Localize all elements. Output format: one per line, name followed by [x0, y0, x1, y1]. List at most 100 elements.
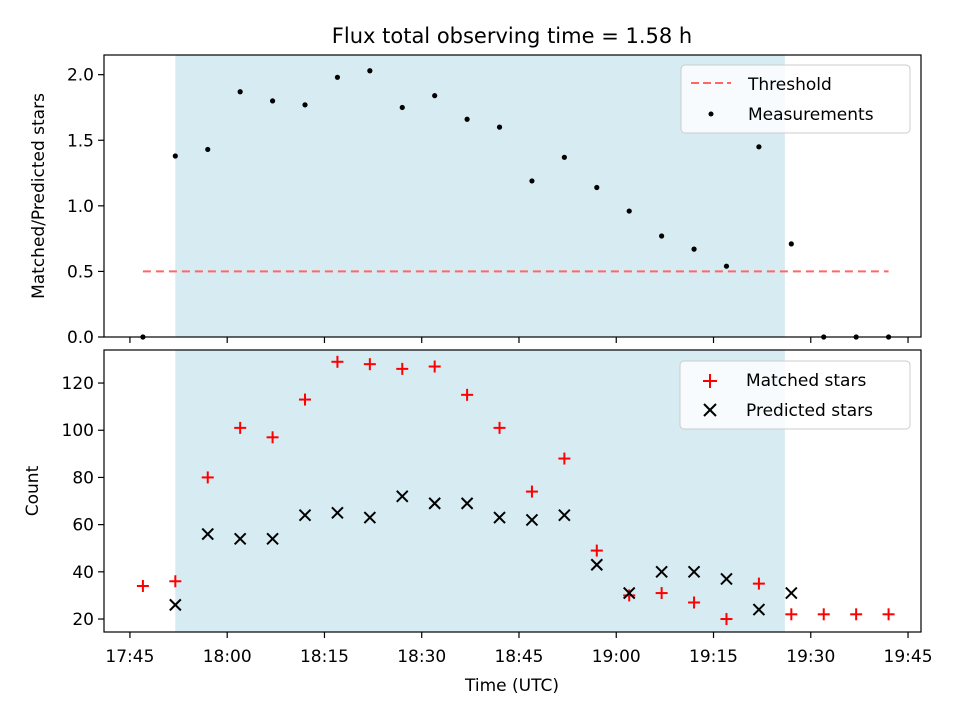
measurements-legend-swatch — [708, 111, 714, 117]
predicted-star-point — [428, 497, 441, 510]
matched-star-point — [850, 608, 863, 621]
predicted-star-point — [493, 511, 506, 524]
measurement-point — [399, 104, 405, 111]
bottom-y-tick-label: 40 — [72, 563, 94, 583]
bottom-x-tick-label: 19:00 — [592, 647, 641, 667]
matched-star-point — [299, 393, 312, 406]
matched-star-point — [234, 421, 247, 434]
measurement-point — [691, 246, 697, 252]
matched-star-point — [266, 431, 279, 444]
measurement-point — [302, 102, 308, 108]
top-legend: Threshold Measurements — [680, 64, 911, 134]
top-y-tick-label: 1.5 — [67, 131, 94, 151]
measurement-point — [367, 68, 373, 74]
predicted-star-point — [460, 497, 474, 510]
measurement-point — [432, 93, 438, 99]
measurement-point — [594, 184, 600, 191]
bottom-legend-box — [679, 360, 911, 430]
matched-star-point — [525, 485, 538, 498]
measurements-legend-label: Measurements — [748, 105, 874, 125]
bottom-x-ticks: 17:45 18:00 18:15 18:30 18:45 19:00 19:15 19:30… — [105, 632, 933, 667]
top-panel: 0.00.51.01.52.0 Matched/Predicted stars … — [29, 54, 922, 348]
predicted-star-point — [396, 490, 409, 503]
measurement-point — [659, 233, 665, 239]
measurement-point — [172, 153, 178, 159]
bottom-matched-points — [136, 355, 895, 626]
bottom-y-tick-label: 120 — [62, 374, 94, 394]
matched-star-point — [623, 589, 636, 602]
bottom-y-tick-label: 80 — [72, 468, 94, 488]
bottom-y-tick-label: 60 — [72, 516, 94, 536]
top-axes-frame — [103, 54, 922, 338]
matched-star-point — [720, 613, 733, 626]
matched-star-point — [752, 577, 765, 590]
measurement-point — [334, 74, 341, 80]
bottom-x-tick-label: 19:15 — [689, 647, 738, 667]
top-y-axis-label: Matched/Predicted stars — [29, 93, 49, 299]
matched-star-point — [461, 388, 474, 401]
bottom-axes-frame — [103, 349, 922, 633]
measurement-point — [561, 154, 567, 160]
bottom-x-tick-label: 18:30 — [397, 647, 446, 667]
predicted-legend-label: Predicted stars — [746, 401, 873, 421]
measurement-point — [529, 178, 535, 184]
predicted-star-point — [298, 508, 312, 522]
bottom-x-axis-label: Time (UTC) — [464, 676, 559, 696]
bottom-panel: 20 40 60 80 100 120 17:45 18:00 18:15 18:30 18:45… — [23, 349, 933, 696]
predicted-star-point — [623, 586, 636, 600]
predicted-star-point — [655, 565, 668, 579]
bottom-x-tick-label: 18:15 — [300, 647, 349, 667]
predicted-star-point — [785, 586, 798, 600]
matched-star-point — [493, 421, 506, 434]
top-y-ticks: 0.0 0.5 1.0 1.5 2.0 — [67, 66, 104, 348]
bottom-y-tick-label: 100 — [62, 421, 94, 441]
matched-star-point — [363, 358, 376, 371]
bottom-x-tick-label: 19:30 — [786, 647, 835, 667]
predicted-star-point — [558, 508, 571, 522]
bottom-y-tick-label: 20 — [72, 610, 94, 630]
matched-star-point — [688, 596, 701, 609]
matched-star-point — [785, 608, 798, 621]
measurement-point — [205, 146, 211, 153]
measurement-point — [723, 263, 730, 269]
threshold-legend-label: Threshold — [747, 75, 832, 95]
top-y-tick-label: 0.5 — [67, 262, 94, 282]
bottom-y-axis-label: Count — [23, 465, 43, 516]
bottom-x-tick-label: 17:45 — [105, 647, 154, 667]
matched-star-point — [558, 452, 571, 465]
top-y-tick-label: 1.0 — [67, 197, 94, 217]
predicted-star-point — [687, 565, 701, 579]
matched-star-point — [331, 355, 344, 368]
bottom-legend: Matched stars Predicted stars — [679, 360, 911, 430]
matched-legend-label: Matched stars — [746, 371, 866, 391]
measurement-point — [626, 208, 632, 214]
predicted-legend-swatch — [703, 403, 717, 417]
bottom-x-tick-label: 19:45 — [884, 647, 933, 667]
measurement-point — [756, 144, 762, 150]
bottom-x-tick-label: 18:45 — [494, 647, 543, 667]
matched-star-point — [655, 587, 668, 600]
measurement-point — [496, 124, 503, 130]
matched-star-point — [201, 471, 214, 484]
top-x-ticks — [129, 337, 909, 343]
matched-star-point — [882, 608, 895, 621]
matched-legend-swatch — [703, 374, 717, 388]
matched-star-point — [169, 575, 182, 588]
matched-star-point — [590, 544, 603, 557]
measurement-point — [237, 89, 243, 95]
bottom-x-tick-label: 18:00 — [203, 647, 252, 667]
predicted-star-point — [233, 532, 247, 545]
predicted-star-point — [201, 527, 214, 541]
measurement-point — [464, 116, 470, 122]
predicted-star-point — [720, 572, 733, 586]
predicted-star-point — [525, 513, 539, 527]
predicted-star-point — [331, 506, 344, 520]
predicted-star-point — [590, 558, 604, 571]
predicted-star-point — [266, 532, 279, 545]
predicted-star-point — [169, 598, 182, 612]
matched-star-point — [428, 360, 441, 373]
top-y-tick-label: 2.0 — [67, 66, 94, 86]
matched-star-point — [136, 579, 149, 592]
top-y-tick-label: 0.0 — [67, 328, 94, 348]
